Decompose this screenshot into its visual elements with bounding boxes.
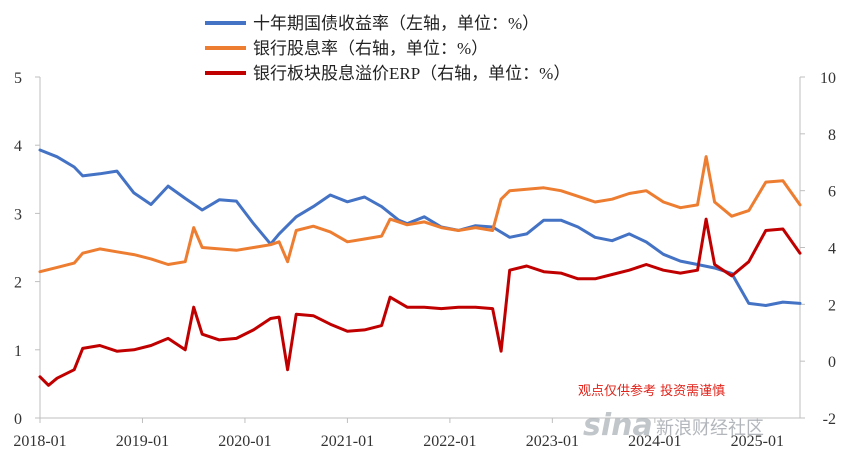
legend: 十年期国债收益率（左轴，单位：%） 银行股息率（右轴，单位：%） 银行板块股息溢价E… — [205, 14, 570, 83]
x-tick-label: 2025-01 — [731, 433, 784, 450]
series-line-2 — [38, 155, 802, 274]
left-y-tick-label: 0 — [14, 411, 22, 428]
watermark: 观点仅供参考 投资需谨慎 sina 新浪财经社区 — [578, 383, 764, 443]
watermark-brand: 新浪财经社区 — [656, 418, 764, 439]
right-y-tick-label: -2 — [823, 411, 836, 428]
right-y-tick-label: 8 — [828, 127, 836, 144]
right-y-tick-label: 6 — [828, 184, 836, 201]
legend-label-1: 十年期国债收益率（左轴，单位：%） — [253, 14, 539, 33]
right-y-tick-label: 4 — [828, 241, 836, 258]
x-tick-label: 2018-01 — [13, 433, 66, 450]
series-line-1 — [38, 148, 802, 307]
watermark-note: 观点仅供参考 投资需谨慎 — [578, 383, 725, 399]
left-y-tick-label: 2 — [14, 275, 22, 292]
x-tick-label: 2024-01 — [628, 433, 681, 450]
x-tick-label: 2020-01 — [218, 433, 271, 450]
watermark-logo: sina — [583, 408, 653, 443]
x-tick-label: 2021-01 — [321, 433, 374, 450]
series-layer — [38, 148, 802, 387]
right-y-tick-label: 10 — [820, 70, 836, 87]
right-y-tick-label: 2 — [828, 297, 836, 314]
x-tick-label: 2019-01 — [116, 433, 169, 450]
left-y-tick-label: 4 — [14, 138, 22, 155]
right-y-tick-label: 0 — [828, 354, 836, 371]
x-tick-label: 2022-01 — [423, 433, 476, 450]
legend-label-2: 银行股息率（右轴，单位：%） — [253, 39, 488, 58]
legend-label-3: 银行板块股息溢价ERP（右轴，单位：%） — [253, 64, 570, 83]
x-tick-label: 2023-01 — [526, 433, 579, 450]
left-y-tick-label: 3 — [14, 206, 22, 223]
left-y-tick-label: 5 — [14, 70, 22, 87]
left-y-tick-label: 1 — [14, 343, 22, 360]
series-line-3 — [38, 217, 802, 387]
axes: 0 1 2 3 4 5 -2 0 2 4 6 8 10 2018-01 2019-01 2020-01 2021… — [13, 70, 836, 450]
